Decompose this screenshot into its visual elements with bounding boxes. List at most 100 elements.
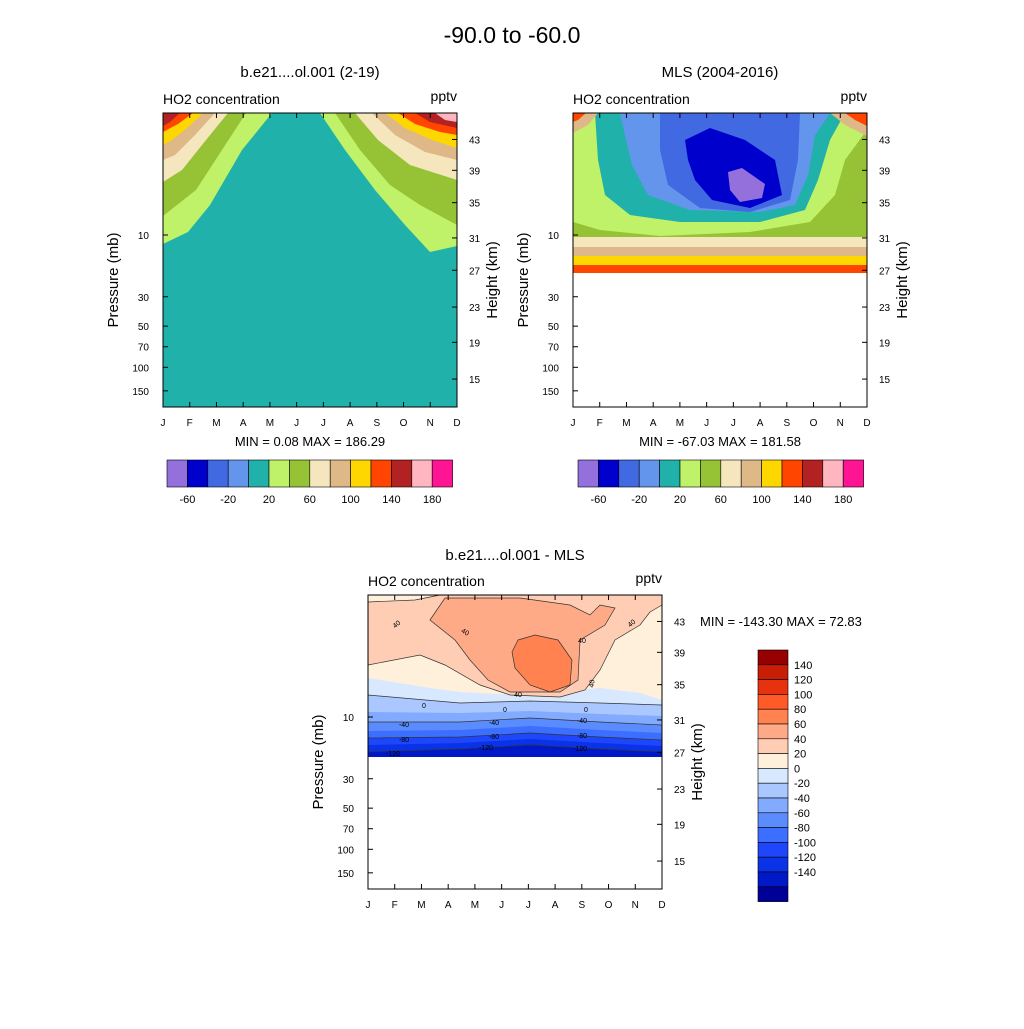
colorbar-swatch <box>757 768 789 784</box>
colorbar-label: -80 <box>794 823 810 835</box>
panel-diff-plot: 40 40 40 40 40 40 0 0 0 -40 -40 -40 -80 -80 -80 -120 -12… <box>367 594 663 890</box>
contour-label: 40 <box>514 692 522 699</box>
colorbar-swatch <box>700 459 722 488</box>
contour-label: 40 <box>627 619 638 629</box>
contour-line-80 <box>511 634 573 693</box>
contour-line-0 <box>367 694 663 706</box>
panel-model-right-label: pptv <box>431 88 457 104</box>
colorbar-swatch <box>757 797 789 814</box>
contour-line-n80 <box>367 732 663 741</box>
y2-tick-label: 23 <box>879 303 891 314</box>
contour-label: -120 <box>386 751 400 758</box>
x-tick-label: A <box>445 900 452 911</box>
colorbar-swatch <box>757 782 789 799</box>
colorbar-swatch <box>411 459 433 488</box>
colorbar-label: 60 <box>304 494 316 506</box>
y2-tick-label: 39 <box>674 648 686 659</box>
colorbar-label: 180 <box>834 494 852 506</box>
panel-mls-left-label: HO2 concentration <box>573 91 690 107</box>
contour-label: 40 <box>392 620 403 630</box>
panel-mls-contour-n60 <box>728 168 765 202</box>
colorbar-swatch <box>227 459 249 488</box>
colorbar-swatch <box>638 459 660 488</box>
colorbar-swatch <box>757 856 789 873</box>
x-tick-label: D <box>658 900 665 911</box>
colorbar-label: -20 <box>794 778 810 790</box>
x-tick-label: O <box>400 418 408 429</box>
y2-tick-label: 23 <box>469 303 481 314</box>
panel-diff-minmax: MIN = -143.30 MAX = 72.83 <box>700 614 862 629</box>
panel-diff-right-label: pptv <box>636 570 662 586</box>
colorbar-swatch <box>781 459 803 488</box>
panel-model-frame <box>162 112 458 408</box>
colorbar-swatch <box>598 459 620 488</box>
contour-label: 40 <box>578 638 586 645</box>
x-tick-label: M <box>676 418 684 429</box>
colorbar-swatch <box>757 812 789 828</box>
colorbar-label: 100 <box>794 689 812 701</box>
x-tick-label: S <box>373 418 380 429</box>
colorbar-swatch <box>757 679 789 695</box>
y2-tick-label: 15 <box>879 375 891 386</box>
colorbar-swatch <box>431 459 453 488</box>
contour-label: -40 <box>577 718 587 725</box>
y-tick-label: 100 <box>337 845 354 856</box>
x-tick-label: S <box>578 900 585 911</box>
y-tick-label: 10 <box>548 231 560 242</box>
colorbar-swatch <box>757 753 789 769</box>
panel-mls-plot <box>572 112 868 408</box>
colorbar-label: -20 <box>631 494 647 506</box>
x-tick-label: S <box>783 418 790 429</box>
colorbar-label: 60 <box>794 719 806 731</box>
y2-tick-label: 15 <box>469 375 481 386</box>
x-tick-label: J <box>571 418 576 429</box>
colorbar-swatch <box>802 459 824 488</box>
panel-model: b.e21....ol.001 (2-19) HO2 concentration… <box>162 64 458 408</box>
contour-label: 0 <box>422 703 426 710</box>
y-tick-label: 10 <box>343 713 355 724</box>
y-tick-label: 50 <box>548 322 560 333</box>
y2-tick-label: 35 <box>879 199 891 210</box>
colorbar-swatch <box>207 459 229 488</box>
colorbar-swatch <box>757 649 789 666</box>
y-tick-label: 100 <box>132 363 149 374</box>
axes-model: J F M A M J J A S O N D 10 30 50 70 100 150 43 39 35 31 27 23 19… <box>105 113 501 429</box>
x-tick-label: J <box>321 418 326 429</box>
y-tick-label: 150 <box>542 387 559 398</box>
x-tick-label: M <box>622 418 630 429</box>
x-tick-label: M <box>266 418 274 429</box>
panel-diff-left-label: HO2 concentration <box>368 573 485 589</box>
y2-tick-label: 27 <box>674 748 686 759</box>
contour-label: 0 <box>584 707 588 714</box>
x-tick-label: J <box>731 418 736 429</box>
panel-model-minmax: MIN = 0.08 MAX = 186.29 <box>235 434 385 449</box>
y-tick-label: 150 <box>132 387 149 398</box>
colorbar-swatch <box>309 459 331 488</box>
x-tick-label: N <box>632 900 639 911</box>
contour-label: -40 <box>489 720 499 727</box>
y-tick-label: 100 <box>542 363 559 374</box>
colorbar-diff: 140 120 100 80 60 40 20 0 -20 -40 -60 -80 -100 -120 -1… <box>757 649 816 902</box>
colorbar-swatch <box>289 459 311 488</box>
colorbar-swatch <box>248 459 270 488</box>
colorbar-swatch <box>350 459 372 488</box>
panel-model-plot <box>162 112 458 408</box>
x-tick-label: A <box>552 900 559 911</box>
panel-mls-title: MLS (2004-2016) <box>662 64 779 81</box>
contour-label: -40 <box>399 722 409 729</box>
colorbar-swatch <box>268 459 290 488</box>
colorbar-swatch <box>740 459 762 488</box>
y2-tick-label: 19 <box>879 338 891 349</box>
contour-label: -80 <box>577 733 587 740</box>
figure-title: -90.0 to -60.0 <box>444 22 581 48</box>
y2-tick-label: 27 <box>879 266 891 277</box>
colorbar-label: -40 <box>794 793 810 805</box>
panel-model-left-label: HO2 concentration <box>163 91 280 107</box>
contour-label: -80 <box>489 734 499 741</box>
colorbar-swatch <box>720 459 742 488</box>
x-tick-label: A <box>650 418 657 429</box>
contour-line-40-left <box>367 604 663 698</box>
x-tick-label: M <box>417 900 425 911</box>
